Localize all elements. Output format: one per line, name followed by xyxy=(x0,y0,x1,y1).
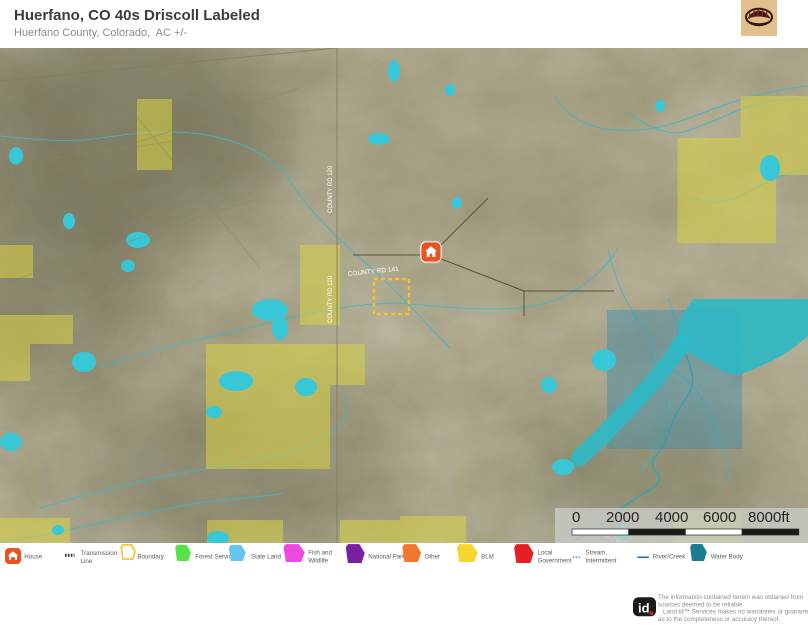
svg-text:6000: 6000 xyxy=(703,509,736,526)
svg-text:BLM: BLM xyxy=(481,554,494,561)
svg-text:Transmission: Transmission xyxy=(81,550,118,557)
svg-text:Local: Local xyxy=(538,550,553,557)
svg-text:Other: Other xyxy=(425,554,440,561)
svg-text:Forest Servic: Forest Servic xyxy=(195,554,231,561)
svg-text:sources deemed to be reliable.: sources deemed to be reliable. xyxy=(658,601,744,608)
svg-text:Boundary: Boundary xyxy=(137,554,164,561)
svg-text:4000: 4000 xyxy=(655,509,688,526)
svg-text:Wildlife: Wildlife xyxy=(308,558,328,565)
svg-text:Stream,: Stream, xyxy=(586,550,608,557)
svg-text:as to the completeness or accu: as to the completeness or accuracy there… xyxy=(658,616,780,623)
svg-text:Intermittent: Intermittent xyxy=(586,558,617,565)
svg-text:id: id xyxy=(638,601,650,616)
svg-text:Fish and: Fish and xyxy=(308,550,332,557)
svg-text:Water Body: Water Body xyxy=(711,554,744,561)
svg-text:COUNTY RD 120: COUNTY RD 120 xyxy=(328,275,334,323)
svg-text:Land id™ Services makes no wa: Land id™ Services makes no warranties or… xyxy=(663,609,808,616)
svg-text:State Land: State Land xyxy=(251,554,281,561)
svg-text:8000ft: 8000ft xyxy=(748,509,791,526)
svg-text:National Park: National Park xyxy=(368,554,406,561)
svg-text:House: House xyxy=(24,554,42,561)
svg-text:COUNTY RD 120: COUNTY RD 120 xyxy=(328,165,334,213)
svg-text:2000: 2000 xyxy=(606,509,639,526)
svg-text:Line: Line xyxy=(81,558,93,565)
svg-text:River/Creek: River/Creek xyxy=(653,554,687,561)
svg-text:The information contained here: The information contained herein was obt… xyxy=(658,594,803,601)
svg-text:0: 0 xyxy=(572,509,580,526)
svg-text:Government: Government xyxy=(538,558,572,565)
